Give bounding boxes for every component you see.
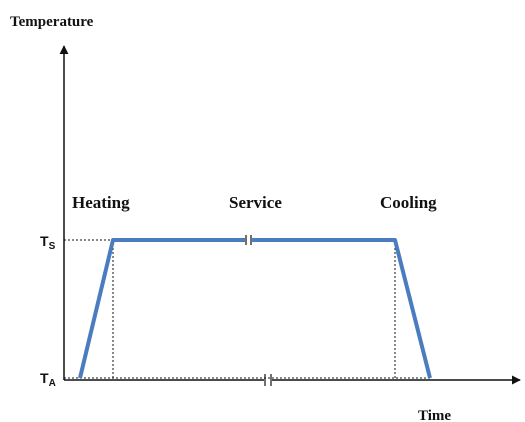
phase-label: Service xyxy=(229,193,282,212)
phase-label: Cooling xyxy=(380,193,437,212)
x-axis-label: Time xyxy=(418,408,451,422)
level-sub: S xyxy=(49,241,56,252)
level-sub: A xyxy=(49,378,56,389)
level-main: T xyxy=(40,370,49,386)
profile-line xyxy=(78,238,245,379)
y-axis-label: Temperature xyxy=(10,14,94,30)
profile-line xyxy=(252,238,432,379)
level-label: TA xyxy=(40,370,56,389)
level-label: TS xyxy=(40,233,56,252)
level-main: T xyxy=(40,233,49,249)
phase-label: Heating xyxy=(72,193,130,212)
